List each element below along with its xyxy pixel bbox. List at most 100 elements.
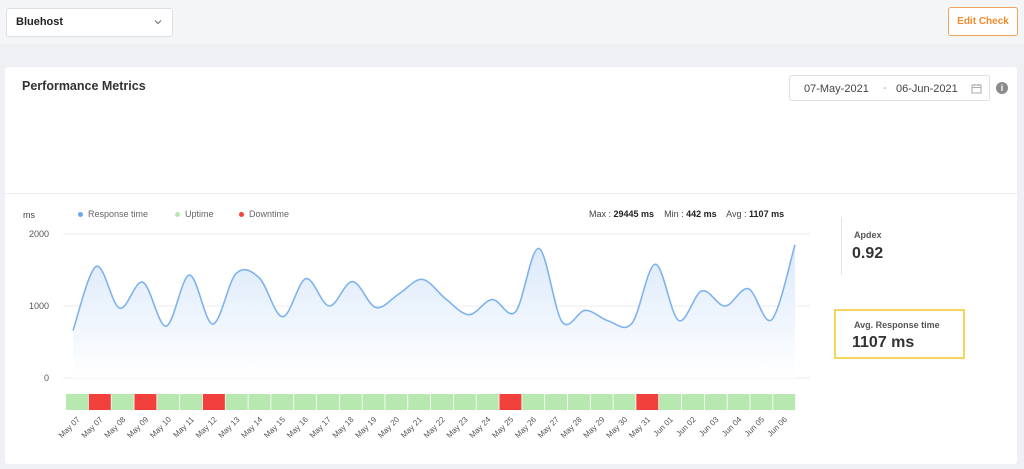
uptime-segment xyxy=(659,394,682,410)
response-stats: Max : 29445 ms Min : 442 ms Avg : 1107 m… xyxy=(589,209,784,219)
uptime-segment xyxy=(545,394,568,410)
x-tick-label: May 08 xyxy=(103,415,128,440)
x-tick-label: May 11 xyxy=(171,415,196,440)
x-tick-label: Jun 05 xyxy=(743,415,767,439)
x-tick-label: May 10 xyxy=(148,415,173,440)
legend-item-response-time[interactable]: Response time xyxy=(78,209,148,219)
info-icon[interactable]: i xyxy=(996,82,1008,94)
x-tick-label: May 19 xyxy=(353,415,378,440)
uptime-segment xyxy=(431,394,454,410)
x-tick-label: May 23 xyxy=(445,415,470,440)
date-range-picker[interactable]: 07-May-2021 - 06-Jun-2021 xyxy=(789,75,990,101)
top-bar: Bluehost Edit Check xyxy=(0,0,1024,44)
performance-metrics-panel: Performance Metrics 07-May-2021 - 06-Jun… xyxy=(5,67,1017,464)
x-tick-label: May 15 xyxy=(262,415,287,440)
x-tick-label: May 20 xyxy=(376,415,401,440)
apdex-value: 0.92 xyxy=(852,245,884,262)
calendar-icon xyxy=(971,84,982,94)
avg-value: 1107 ms xyxy=(749,209,785,219)
downtime-segment xyxy=(134,394,157,410)
max-label: Max : xyxy=(589,209,612,219)
uptime-segment xyxy=(750,394,773,410)
uptime-segment xyxy=(225,394,248,410)
side-divider xyxy=(841,217,842,275)
y-axis-unit-label: ms xyxy=(23,210,35,220)
avg-response-time-value: 1107 ms xyxy=(852,334,915,351)
uptime-segment xyxy=(294,394,317,410)
avg-response-time-card: Avg. Response time 1107 ms xyxy=(834,309,965,359)
legend-dot-downtime xyxy=(239,211,244,217)
uptime-segment xyxy=(727,394,750,410)
downtime-segment xyxy=(499,394,522,410)
uptime-segment xyxy=(111,394,134,410)
x-tick-label: May 27 xyxy=(536,415,561,440)
uptime-segment xyxy=(476,394,499,410)
x-tick-label: May 22 xyxy=(422,415,447,440)
uptime-segment xyxy=(453,394,476,410)
uptime-segment xyxy=(157,394,180,410)
x-tick-label: May 07 xyxy=(57,415,82,440)
x-tick-label: May 13 xyxy=(217,415,242,440)
min-value: 442 ms xyxy=(686,209,717,219)
uptime-segment xyxy=(66,394,89,410)
y-tick-label: 0 xyxy=(44,373,49,383)
uptime-segment xyxy=(362,394,385,410)
x-tick-label: Jun 04 xyxy=(720,415,744,439)
date-range-start: 07-May-2021 xyxy=(804,83,869,95)
avg-label: Avg : xyxy=(726,209,747,219)
uptime-segment xyxy=(248,394,271,410)
chevron-down-icon xyxy=(154,20,162,25)
uptime-segment xyxy=(271,394,294,410)
uptime-segment xyxy=(522,394,545,410)
x-tick-label: Jun 02 xyxy=(674,415,698,439)
uptime-segment xyxy=(339,394,362,410)
uptime-segment xyxy=(704,394,727,410)
legend-label-downtime: Downtime xyxy=(249,209,290,219)
downtime-segment xyxy=(88,394,111,410)
x-tick-label: Jun 06 xyxy=(766,415,790,439)
x-tick-label: May 24 xyxy=(468,415,493,440)
panel-title: Performance Metrics xyxy=(22,79,146,93)
edit-check-button[interactable]: Edit Check xyxy=(948,7,1018,36)
x-tick-label: May 09 xyxy=(125,415,150,440)
x-tick-label: May 21 xyxy=(399,415,424,440)
uptime-segment xyxy=(180,394,203,410)
x-tick-label: May 16 xyxy=(285,415,310,440)
uptime-segment xyxy=(567,394,590,410)
legend-dot-uptime xyxy=(175,211,180,217)
x-tick-label: May 28 xyxy=(559,415,584,440)
legend-dot-response-time xyxy=(78,211,83,217)
avg-response-time-label: Avg. Response time xyxy=(854,320,940,330)
uptime-segment xyxy=(385,394,408,410)
max-value: 29445 ms xyxy=(613,209,655,219)
y-tick-label: 1000 xyxy=(29,301,49,311)
x-tick-label: May 26 xyxy=(513,415,538,440)
uptime-segment xyxy=(316,394,339,410)
uptime-segment xyxy=(590,394,613,410)
x-tick-label: May 07 xyxy=(80,415,105,440)
x-tick-label: May 31 xyxy=(627,415,652,440)
x-tick-label: May 25 xyxy=(490,415,515,440)
legend-label-response-time: Response time xyxy=(88,209,149,219)
response-time-line xyxy=(72,244,796,331)
panel-divider xyxy=(5,193,1017,194)
x-tick-label: May 17 xyxy=(308,415,333,440)
check-select-value: Bluehost xyxy=(16,16,64,28)
x-tick-label: Jun 03 xyxy=(697,415,721,439)
legend-label-uptime: Uptime xyxy=(185,209,214,219)
uptime-segment xyxy=(613,394,636,410)
uptime-segment xyxy=(773,394,796,410)
legend-item-downtime[interactable]: Downtime xyxy=(239,209,289,219)
x-tick-label: May 12 xyxy=(194,415,219,440)
downtime-segment xyxy=(202,394,225,410)
check-select[interactable]: Bluehost xyxy=(6,8,173,37)
x-tick-label: Jun 01 xyxy=(652,415,676,439)
legend-item-uptime[interactable]: Uptime xyxy=(175,209,214,219)
apdex-label: Apdex xyxy=(854,230,882,240)
downtime-segment xyxy=(636,394,659,410)
date-range-end: 06-Jun-2021 xyxy=(896,83,958,95)
uptime-segment xyxy=(681,394,704,410)
x-tick-label: May 14 xyxy=(239,415,264,440)
date-range-separator: - xyxy=(883,82,887,94)
